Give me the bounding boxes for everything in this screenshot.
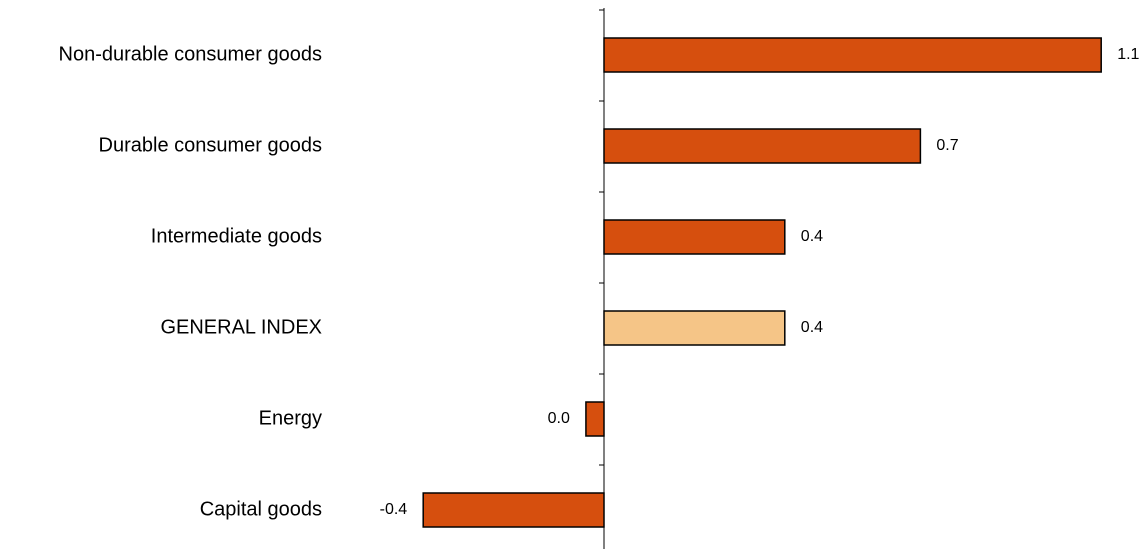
- category-label: Energy: [259, 407, 322, 429]
- category-label: Non-durable consumer goods: [59, 43, 323, 65]
- value-labels: 1.1 0.7 0.4 0.4 0.0 -0.4: [380, 46, 1140, 518]
- bar: [603, 128, 922, 164]
- category-label: Capital goods: [200, 498, 322, 520]
- bar: [603, 37, 1102, 73]
- bar: [422, 492, 605, 528]
- bars-group: [422, 37, 1102, 528]
- data-label: 0.0: [548, 410, 570, 427]
- bar: [585, 401, 605, 437]
- category-axis: [599, 8, 605, 549]
- bar: [603, 310, 786, 346]
- data-label: 1.1: [1117, 46, 1139, 63]
- data-label: -0.4: [380, 501, 408, 518]
- data-label: 0.4: [801, 228, 823, 245]
- data-label: 0.7: [936, 137, 958, 154]
- category-label: GENERAL INDEX: [160, 316, 322, 338]
- category-labels: Non-durable consumer goods Durable consum…: [59, 43, 323, 520]
- bar: [603, 219, 786, 255]
- category-label: Durable consumer goods: [99, 134, 322, 156]
- category-label: Intermediate goods: [151, 225, 322, 247]
- data-label: 0.4: [801, 319, 823, 336]
